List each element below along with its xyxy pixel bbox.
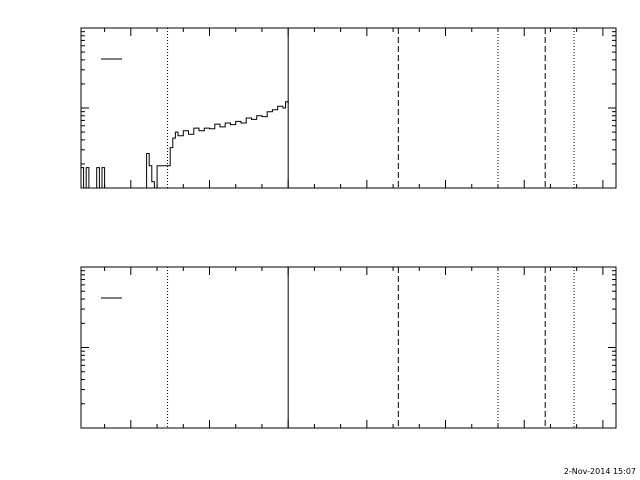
series-line [81, 101, 289, 189]
panel-hi [80, 266, 617, 429]
plot-frame [80, 266, 617, 429]
plot-frame [80, 27, 617, 189]
panel-lo [80, 27, 617, 189]
timestamp-stamp: 2-Nov-2014 15:07 [564, 467, 636, 476]
